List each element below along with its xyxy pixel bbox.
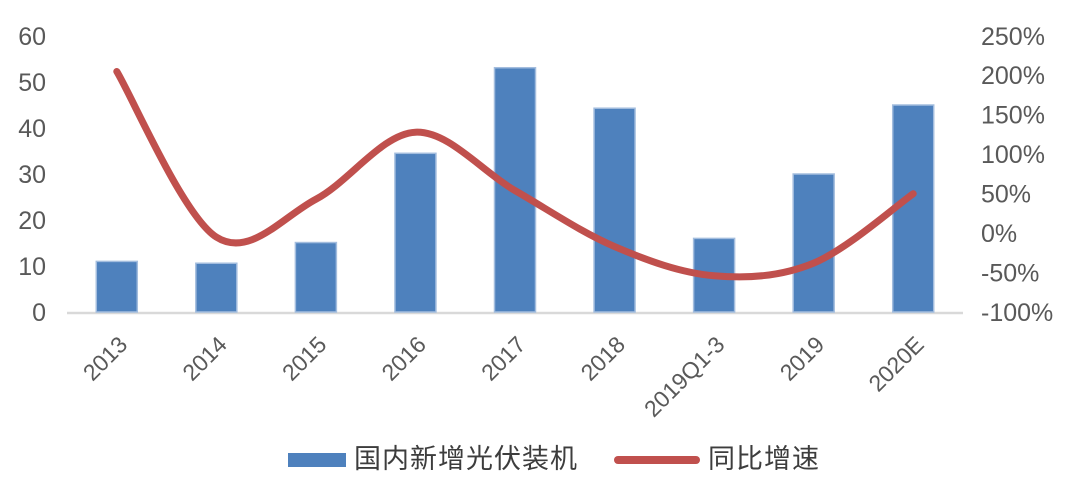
left-axis-tick-label: 50 (18, 69, 46, 97)
chart-legend: 国内新增光伏装机 同比增速 (0, 446, 1080, 473)
x-axis-category-label: 2018 (576, 331, 631, 386)
right-axis-tick-label: -50% (981, 259, 1039, 287)
bar-2015 (294, 241, 338, 313)
bar-2016 (394, 152, 437, 313)
left-axis-tick-label: 20 (18, 207, 46, 235)
right-axis-tick-label: -100% (981, 299, 1053, 327)
x-axis-category-label: 2015 (277, 331, 332, 386)
x-axis-category-label: 2016 (376, 331, 431, 386)
x-axis-category-label: 2017 (476, 331, 531, 386)
right-axis-tick-label: 150% (981, 102, 1045, 130)
bar-2019 (792, 173, 835, 313)
right-axis-tick-label: 200% (981, 62, 1045, 90)
x-axis-category-label: 2019 (775, 331, 830, 386)
bar-series-swatch-icon (288, 452, 346, 467)
bar-2014 (195, 262, 238, 313)
right-axis-tick-label: 0% (981, 220, 1017, 248)
x-axis-category-label: 2014 (177, 331, 232, 386)
left-axis-tick-label: 40 (18, 115, 46, 143)
bar-2018 (593, 107, 636, 313)
legend-item-yoy-growth: 同比增速 (614, 446, 820, 473)
left-axis-tick-label: 10 (18, 253, 46, 281)
legend-label-installed-capacity: 国内新增光伏装机 (354, 444, 578, 474)
right-axis-tick-label: 250% (981, 23, 1045, 51)
chart-plot-area: 0 10 20 30 40 50 60 -100% -50% 0% 50% 100% 150% 200% 2… (18, 23, 1053, 422)
x-axis-category-label: 2020E (863, 331, 928, 396)
left-axis-tick-label: 30 (18, 161, 46, 189)
x-axis-category-label: 2013 (78, 331, 133, 386)
left-axis-tick-label: 60 (18, 23, 46, 51)
x-axis-category-label: 2019Q1-3 (639, 331, 730, 422)
right-axis-tick-label: 50% (981, 180, 1031, 208)
line-series-swatch-icon (614, 455, 700, 464)
left-axis-tick-label: 0 (32, 299, 46, 327)
yoy-growth-line (113, 67, 917, 281)
legend-label-yoy-growth: 同比增速 (708, 444, 820, 474)
legend-item-installed-capacity: 国内新增光伏装机 (288, 446, 578, 473)
bar-2013 (95, 260, 139, 313)
right-axis-tick-label: 100% (981, 141, 1045, 169)
